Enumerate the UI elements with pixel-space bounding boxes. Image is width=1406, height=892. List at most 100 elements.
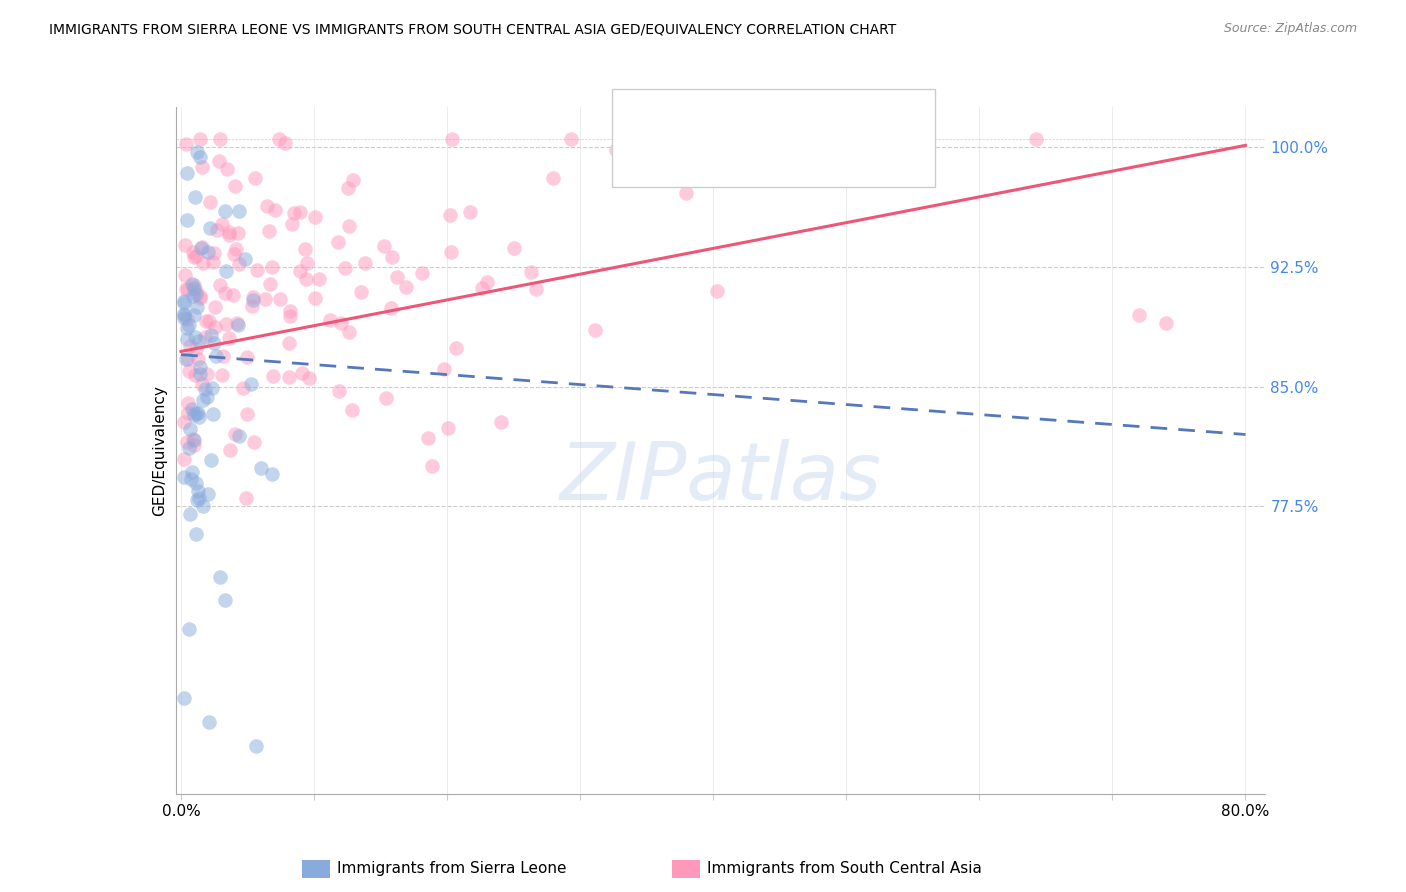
- Point: [188, 150, 211, 164]
- Point: [304, 291, 326, 305]
- Point: [176, 166, 198, 180]
- Point: [232, 381, 254, 395]
- Point: [186, 493, 208, 508]
- Point: [181, 432, 204, 446]
- Point: [209, 570, 232, 584]
- Point: [319, 313, 342, 327]
- Point: [281, 217, 304, 231]
- Point: [236, 350, 259, 364]
- Point: [173, 308, 195, 322]
- Text: Immigrants from South Central Asia: Immigrants from South Central Asia: [707, 862, 983, 876]
- Point: [183, 278, 205, 293]
- Point: [173, 295, 195, 310]
- Point: [1128, 308, 1150, 322]
- Point: [173, 470, 195, 484]
- Text: R =  0.362   N= 140: R = 0.362 N= 140: [664, 145, 853, 162]
- Point: [176, 351, 198, 366]
- Point: [411, 266, 433, 280]
- Point: [245, 739, 267, 753]
- Point: [214, 285, 236, 300]
- Point: [195, 367, 218, 381]
- Point: [197, 486, 219, 500]
- Point: [489, 415, 512, 429]
- Point: [184, 190, 207, 204]
- Point: [224, 246, 246, 260]
- Point: [439, 209, 461, 223]
- Point: [186, 406, 208, 420]
- Point: [440, 245, 463, 260]
- Point: [186, 342, 208, 356]
- Point: [228, 257, 250, 271]
- Point: [188, 368, 211, 382]
- Point: [190, 241, 212, 255]
- Point: [235, 407, 257, 421]
- Point: [278, 309, 301, 323]
- Point: [180, 472, 202, 486]
- Point: [208, 132, 231, 146]
- Point: [267, 132, 290, 146]
- Point: [262, 368, 284, 383]
- Point: [176, 332, 198, 346]
- Point: [176, 320, 198, 334]
- Point: [176, 136, 198, 151]
- Point: [188, 359, 211, 374]
- Point: [198, 221, 221, 235]
- Point: [177, 318, 200, 332]
- Point: [197, 314, 219, 328]
- Point: [257, 224, 280, 238]
- Point: [176, 311, 198, 326]
- Point: [173, 310, 195, 325]
- Point: [214, 592, 236, 607]
- Point: [381, 250, 404, 264]
- Point: [228, 428, 250, 442]
- Point: [204, 319, 226, 334]
- Point: [239, 376, 262, 391]
- Point: [184, 286, 207, 301]
- Point: [174, 282, 197, 296]
- Point: [218, 225, 240, 239]
- Point: [225, 316, 247, 330]
- Point: [283, 206, 305, 220]
- Point: [218, 227, 240, 242]
- Point: [179, 422, 201, 436]
- Point: [174, 268, 197, 283]
- Point: [187, 351, 209, 366]
- Point: [471, 281, 494, 295]
- Point: [263, 202, 285, 217]
- Point: [218, 331, 240, 345]
- Point: [188, 291, 211, 305]
- Point: [224, 179, 246, 194]
- Point: [181, 244, 204, 259]
- Point: [294, 242, 316, 256]
- Point: [605, 143, 627, 157]
- Point: [183, 368, 205, 382]
- Point: [177, 282, 200, 296]
- Point: [212, 349, 235, 363]
- Point: [194, 382, 217, 396]
- Point: [242, 290, 264, 304]
- Point: [173, 293, 195, 308]
- Point: [706, 285, 728, 299]
- Point: [174, 351, 197, 366]
- Point: [183, 437, 205, 451]
- Point: [240, 299, 263, 313]
- Point: [181, 277, 204, 291]
- Point: [242, 293, 264, 308]
- Point: [200, 452, 222, 467]
- Point: [202, 407, 225, 421]
- Point: [342, 172, 364, 186]
- Point: [222, 288, 245, 302]
- Point: [395, 280, 418, 294]
- Point: [191, 376, 214, 391]
- Point: [214, 204, 236, 219]
- Point: [342, 402, 364, 417]
- Point: [1154, 316, 1177, 330]
- Point: [173, 307, 195, 321]
- Point: [173, 238, 195, 252]
- Point: [190, 288, 212, 302]
- Point: [173, 691, 195, 706]
- Point: [543, 170, 565, 185]
- Point: [188, 132, 211, 146]
- Point: [177, 364, 200, 378]
- Point: [179, 623, 201, 637]
